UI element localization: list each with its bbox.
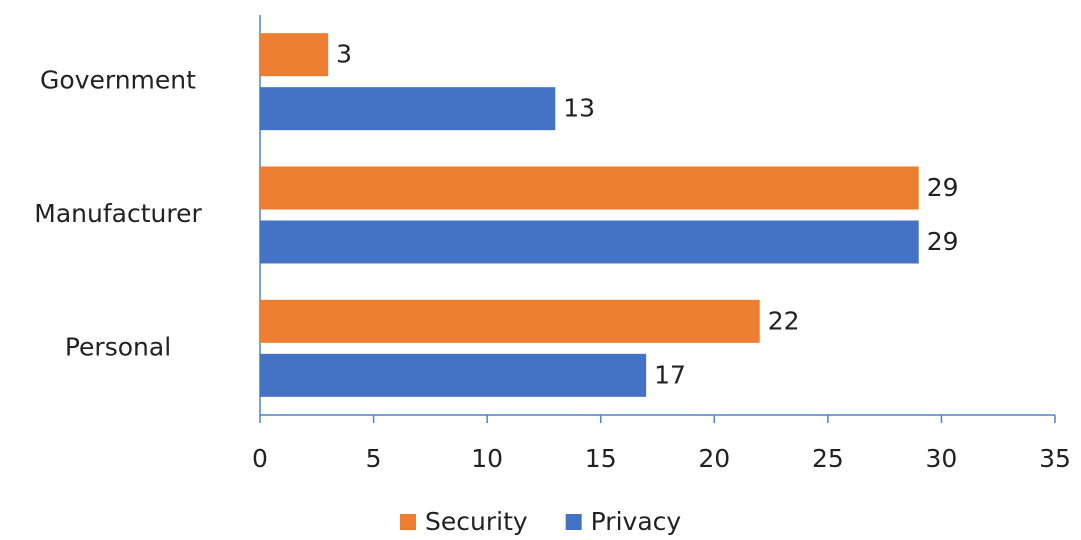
legend-label: Privacy bbox=[591, 507, 682, 536]
legend-swatch bbox=[565, 514, 582, 530]
bar bbox=[260, 87, 556, 131]
data-label: 3 bbox=[336, 40, 352, 69]
y-tick-label: Government bbox=[40, 66, 196, 95]
x-tick-label: 20 bbox=[698, 444, 730, 473]
data-label: 22 bbox=[768, 306, 800, 335]
data-label: 29 bbox=[927, 173, 959, 202]
bar bbox=[260, 299, 760, 343]
data-label: 17 bbox=[654, 360, 686, 389]
bar bbox=[260, 220, 919, 264]
legend-swatch bbox=[400, 514, 416, 530]
x-tick-label: 25 bbox=[812, 444, 844, 473]
x-tick-label: 0 bbox=[252, 444, 268, 473]
y-tick-label: Manufacturer bbox=[34, 199, 202, 228]
y-tick-label: Personal bbox=[65, 332, 171, 361]
x-tick-label: 30 bbox=[926, 444, 958, 473]
data-label: 13 bbox=[563, 94, 595, 123]
bar bbox=[260, 33, 329, 77]
bar bbox=[260, 166, 919, 210]
x-tick-label: 35 bbox=[1039, 444, 1071, 473]
x-tick-label: 5 bbox=[366, 444, 382, 473]
x-tick-label: 15 bbox=[585, 444, 617, 473]
x-tick-label: 10 bbox=[471, 444, 503, 473]
legend-label: Security bbox=[425, 507, 528, 536]
data-label: 29 bbox=[927, 227, 959, 256]
bar bbox=[260, 353, 647, 397]
